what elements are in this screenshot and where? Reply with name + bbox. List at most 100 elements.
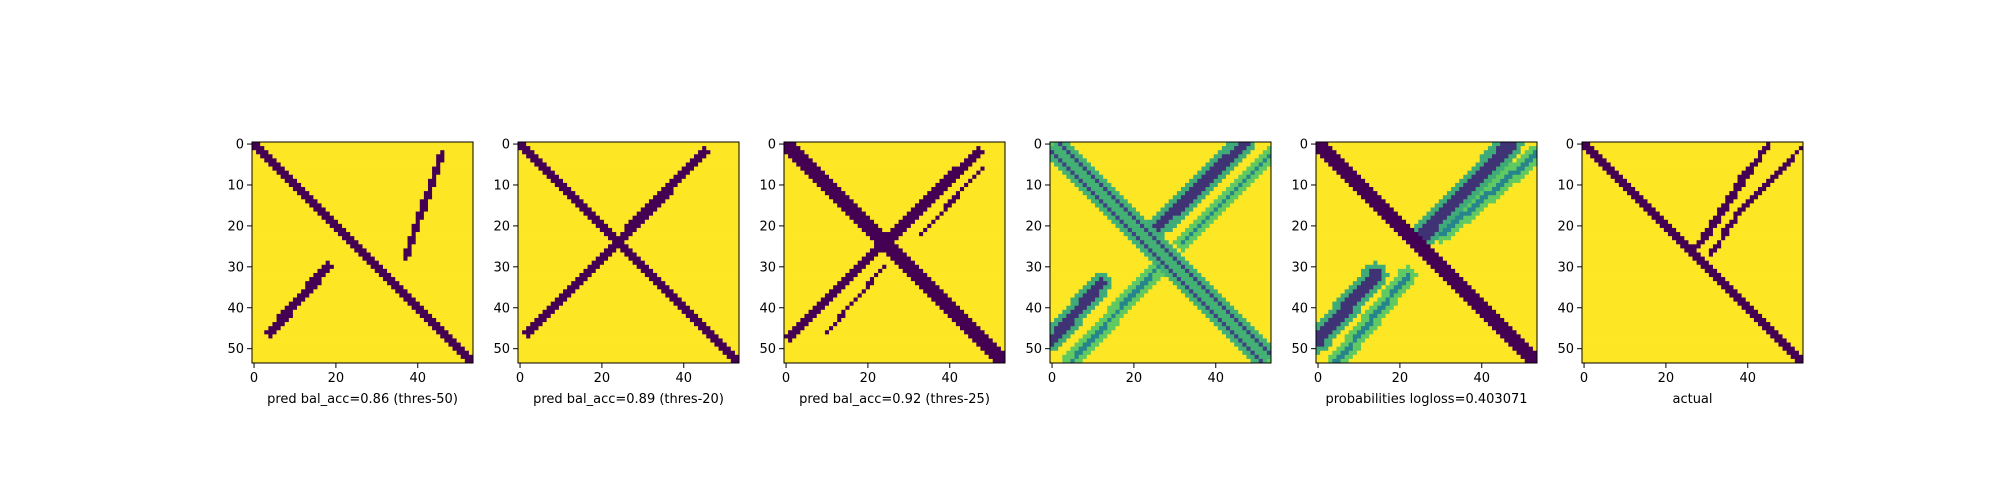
heatmap-cell-run [1324,158,1346,163]
heatmap-cell-run [1127,207,1137,212]
heatmap-cell-run [1373,301,1382,307]
heatmap-cell-run [252,350,458,356]
heatmap-cell-run [796,334,969,339]
heatmap-cell-run [1193,277,1198,282]
heatmap-cell-run [653,211,740,217]
heatmap-cell-run [1090,342,1100,348]
heatmap-cell-run [1512,182,1538,188]
heatmap-cell-run [538,166,552,172]
heatmap-cell-run [792,338,973,343]
heatmap-cell-run [1238,317,1247,323]
heatmap-cell-run [1479,191,1485,196]
heatmap-cell-run [301,182,429,188]
heatmap-cell-run [1234,146,1247,151]
heatmap-cell-run [427,178,437,184]
heatmap-cell-run [1238,187,1247,192]
heatmap-cell-run [824,293,838,298]
heatmap-cell-run [436,174,474,180]
heatmap-cell-run [1238,334,1251,339]
heatmap-cell-run [1582,281,1718,286]
heatmap-cell-run [399,293,413,298]
heatmap-cell-run [1410,285,1452,290]
heatmap-cell-run [518,281,572,286]
heatmap-cell-run [943,207,949,212]
heatmap-cell-run [1201,166,1211,172]
heatmap-cell-run [1504,338,1526,343]
heatmap-cell-run [252,326,269,331]
heatmap-cell-run [784,223,859,229]
heatmap-image [1582,142,1804,364]
heatmap-cell-run [1508,154,1517,159]
heatmap-cell-run [976,170,981,176]
heatmap-cell-run [1266,346,1272,352]
heatmap-cell-run [1622,174,1738,180]
heatmap-cell-run [305,281,322,286]
heatmap-cell-run [1086,182,1100,188]
heatmap-cell-run [1111,277,1137,282]
heatmap-cell-run [1107,293,1120,298]
heatmap-cell-run [1070,166,1084,172]
heatmap-cell-run [1160,244,1165,249]
heatmap-cell-run [1463,215,1477,221]
heatmap-cell-run [1401,277,1411,282]
heatmap-cell-run [550,313,687,319]
heatmap-cell-run [1696,240,1706,245]
heatmap-cell-run [1324,338,1333,343]
heatmap-cell-run [1451,195,1468,200]
heatmap-cell-run [1168,240,1174,245]
heatmap-cell-run [1164,272,1174,278]
heatmap-cell-run [1316,285,1350,290]
heatmap-cell-run [1692,256,1706,262]
heatmap-cell-run [1582,330,1767,335]
heatmap-cell-run [1221,330,1231,335]
heatmap-cell-run [1316,223,1391,229]
heatmap-cell-run [1483,207,1538,212]
heatmap-cell-run [1230,326,1243,331]
heatmap-cell-run [1479,195,1489,200]
heatmap-cell-run [1172,240,1182,245]
heatmap-cell-run [460,354,474,360]
heatmap-cell-run [1500,178,1509,184]
heatmap-cell-run [1389,203,1436,208]
heatmap-cell-run [1066,146,1075,151]
heatmap-cell-run [346,240,359,245]
heatmap-cell-run [1496,191,1505,196]
heatmap-cell-run [518,256,597,262]
heatmap-cell-run [935,219,1006,225]
heatmap-cell-run [1381,289,1391,294]
heatmap-cell-run [1504,166,1517,172]
heatmap-cell-run [1753,170,1775,176]
heatmap-cell-run [583,211,597,217]
heatmap-cell-run [849,301,854,307]
heatmap-cell-run [1316,277,1358,282]
heatmap-cell-run [518,178,552,184]
heatmap-cell-run [1504,174,1513,180]
heatmap-cell-run [1156,252,1170,257]
heatmap-cell-run [563,301,674,307]
heatmap-cell-run [1336,170,1358,176]
heatmap-cell-run [518,146,531,151]
heatmap-cell-run [1144,268,1153,274]
heatmap-cell-run [1078,162,1084,167]
heatmap-cell-run [1262,342,1272,348]
heatmap-cell-run [1168,207,1186,212]
heatmap-cell-run [808,154,969,159]
heatmap-cell-run [1144,252,1153,257]
heatmap-cell-run [1090,350,1243,356]
heatmap-cell-run [1508,178,1522,184]
heatmap-cell-run [829,330,965,335]
heatmap-cell-run [1753,317,1767,323]
heatmap-cell-run [648,264,740,270]
heatmap-cell-run [518,289,564,294]
heatmap-cell-run [1230,195,1239,200]
heatmap-cell-run [833,199,854,204]
y-tick-label: 30 [1025,260,1042,275]
heatmap-cell-run [612,252,625,257]
heatmap-cell-run [1377,326,1493,331]
heatmap-cell-run [853,199,920,204]
heatmap-cell-run [518,207,580,212]
heatmap-cell-run [1115,313,1125,319]
heatmap-cell-run [518,260,593,266]
heatmap-cell-run [1434,203,1444,208]
y-tick-label: 0 [768,138,776,153]
